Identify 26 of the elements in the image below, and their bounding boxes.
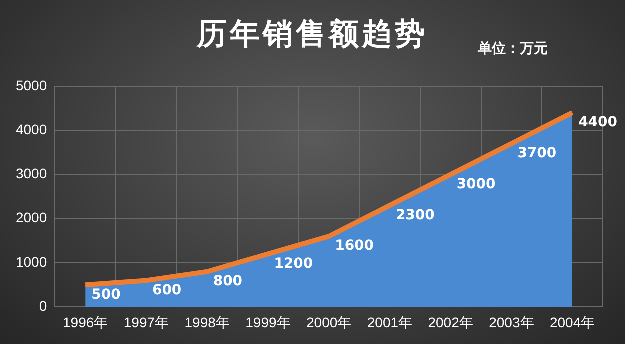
x-tick-label: 2001年 (367, 314, 413, 330)
x-tick-label: 2003年 (489, 314, 534, 330)
data-label: 3000 (456, 176, 496, 192)
data-label: 600 (152, 282, 182, 298)
data-label: 4400 (578, 114, 618, 131)
y-tick-label: 2000 (16, 210, 48, 226)
y-tick-label: 5000 (16, 77, 48, 94)
x-tick-label: 2000年 (306, 314, 352, 330)
data-label: 3700 (518, 145, 557, 162)
y-tick-label: 1000 (16, 254, 48, 270)
x-tick-label: 1996年 (63, 314, 108, 330)
x-tick-label: 1999年 (246, 314, 291, 330)
x-tick-label: 2002年 (428, 314, 474, 330)
data-label: 1600 (335, 238, 374, 254)
text: 单位：万元 (478, 40, 548, 58)
y-tick-label: 0 (39, 298, 48, 314)
data-label: 800 (213, 274, 243, 290)
x-tick-label: 1998年 (184, 314, 230, 330)
y-tick-label: 4000 (16, 121, 48, 138)
chart-title: 历年销售额趋势 (197, 17, 428, 52)
y-tick-label: 3000 (16, 166, 48, 182)
data-label: 2300 (396, 207, 436, 224)
x-tick-label: 1997年 (124, 314, 170, 330)
data-label: 500 (92, 286, 122, 303)
x-tick-label: 2004年 (550, 314, 596, 330)
data-label: 1200 (274, 256, 314, 272)
